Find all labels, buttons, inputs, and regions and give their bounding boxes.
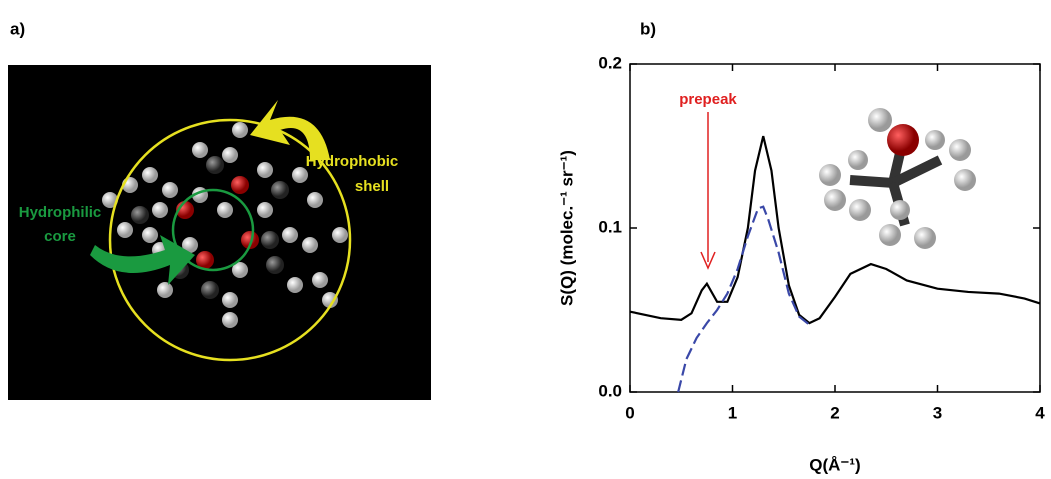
atoms bbox=[102, 122, 348, 328]
atom bbox=[196, 251, 214, 269]
core-arrow bbox=[90, 235, 195, 285]
atom bbox=[222, 147, 238, 163]
atom bbox=[201, 281, 219, 299]
atom bbox=[312, 272, 328, 288]
atom bbox=[217, 202, 233, 218]
annotation: prepeak bbox=[679, 91, 737, 108]
annotation-arrow-head bbox=[700, 251, 716, 270]
x-tick-label: 0 bbox=[625, 403, 634, 422]
atom bbox=[117, 222, 133, 238]
x-tick-label: 1 bbox=[728, 403, 737, 422]
plot-frame bbox=[629, 63, 1041, 393]
atom bbox=[182, 237, 198, 253]
y-tick-label: 0.0 bbox=[598, 381, 622, 400]
atom bbox=[222, 292, 238, 308]
atom bbox=[206, 156, 224, 174]
atom bbox=[232, 122, 248, 138]
shell-circle bbox=[108, 118, 352, 362]
atom bbox=[142, 227, 158, 243]
atom bbox=[241, 231, 259, 249]
atom bbox=[302, 237, 318, 253]
atom bbox=[292, 167, 308, 183]
atom bbox=[332, 227, 348, 243]
atom bbox=[266, 256, 284, 274]
atom bbox=[162, 182, 178, 198]
core-label: core bbox=[44, 228, 76, 245]
shell-arrow bbox=[250, 100, 330, 160]
y-axis-label: S(Q) (molec.⁻¹ sr⁻¹) bbox=[557, 150, 576, 306]
atom bbox=[222, 312, 238, 328]
atom bbox=[287, 277, 303, 293]
panel-label: a) bbox=[10, 19, 25, 38]
x-axis-label: Q(Å⁻¹) bbox=[809, 455, 860, 474]
x-tick-label: 2 bbox=[830, 403, 839, 422]
atom bbox=[257, 202, 273, 218]
y-tick-label: 0.2 bbox=[598, 53, 622, 72]
atom bbox=[142, 167, 158, 183]
panel-label: b) bbox=[640, 19, 656, 38]
atom bbox=[131, 206, 149, 224]
atom bbox=[157, 282, 173, 298]
atom bbox=[152, 202, 168, 218]
atom bbox=[282, 227, 298, 243]
shell-label: Hydrophobic bbox=[306, 153, 399, 170]
atom bbox=[231, 176, 249, 194]
shell-label: shell bbox=[355, 178, 389, 195]
core-label: Hydrophilic bbox=[19, 204, 102, 221]
data-line bbox=[629, 135, 1041, 325]
atom bbox=[271, 181, 289, 199]
plot: 0 1 2 3 4 0.0 0.1 0.2 bbox=[598, 53, 1045, 422]
atom bbox=[261, 231, 279, 249]
atom bbox=[322, 292, 338, 308]
atom bbox=[232, 262, 248, 278]
x-tick-label: 4 bbox=[1035, 403, 1045, 422]
data-line bbox=[677, 205, 811, 393]
x-tick-label: 3 bbox=[933, 403, 942, 422]
atom bbox=[102, 192, 118, 208]
atom bbox=[257, 162, 273, 178]
atom bbox=[307, 192, 323, 208]
tbutanol bbox=[819, 108, 976, 249]
core-circle bbox=[171, 188, 255, 272]
y-tick-label: 0.1 bbox=[598, 217, 622, 236]
atom bbox=[192, 142, 208, 158]
